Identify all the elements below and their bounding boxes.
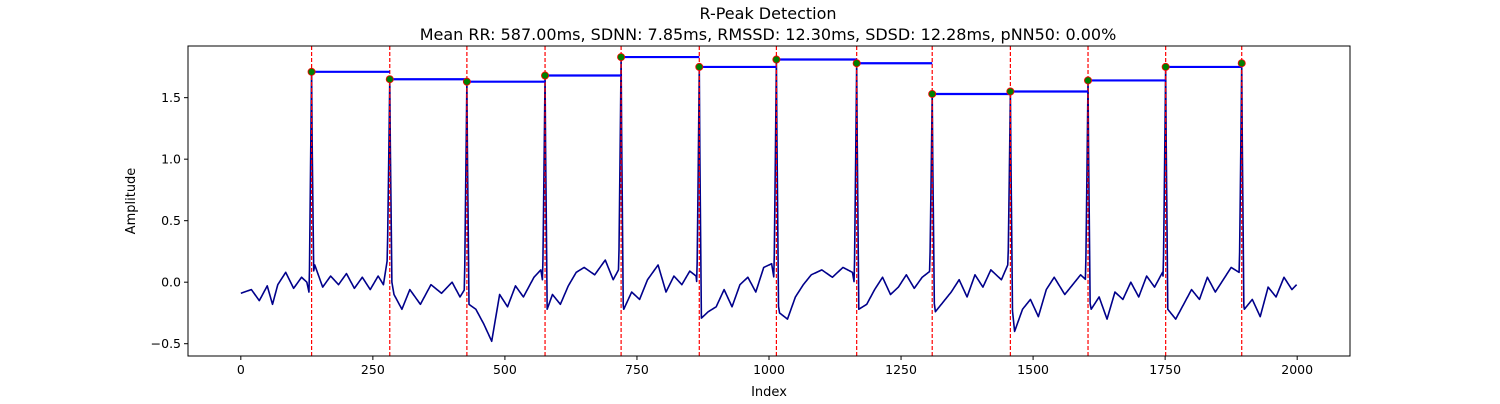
y-tick-label-0: 0.0 — [161, 275, 181, 290]
x-tick-label-1250: 1250 — [885, 362, 917, 377]
r-peak-marker-0 — [307, 67, 316, 76]
plot-frame — [187, 45, 1351, 357]
x-tick-label-1750: 1750 — [1149, 362, 1181, 377]
x-tick-label-750: 750 — [625, 362, 649, 377]
r-peak-marker-5 — [695, 62, 704, 71]
r-peak-marker-4 — [617, 53, 626, 62]
r-peak-marker-11 — [1161, 62, 1170, 71]
ecg-signal-line — [240, 56, 1298, 343]
y-axis: −0.5 0.0 0.5 1.0 1.5 — [151, 90, 188, 351]
x-axis-label: Index — [751, 385, 787, 400]
r-peak-marker-2 — [462, 77, 471, 86]
y-tick-label-1.5: 1.5 — [161, 90, 181, 105]
chart-title: R-Peak Detection — [699, 4, 836, 23]
r-peak-marker-10 — [1084, 76, 1093, 85]
r-peak-marker-9 — [1006, 87, 1015, 96]
chart-subtitle: Mean RR: 587.00ms, SDNN: 7.85ms, RMSSD: … — [420, 25, 1117, 44]
r-peak-marker-7 — [852, 59, 861, 68]
x-axis: 0 250 500 750 1000 1250 1500 1750 2000 — [237, 356, 1313, 377]
x-tick-label-500: 500 — [493, 362, 517, 377]
x-tick-label-0: 0 — [237, 362, 245, 377]
x-tick-label-1000: 1000 — [753, 362, 785, 377]
y-tick-label-0.5: 0.5 — [161, 213, 181, 228]
x-tick-label-1500: 1500 — [1017, 362, 1049, 377]
x-tick-label-250: 250 — [361, 362, 385, 377]
r-peak-marker-1 — [385, 75, 394, 84]
r-peak-marker-6 — [772, 55, 781, 64]
plot-area — [240, 46, 1298, 356]
x-tick-label-2000: 2000 — [1281, 362, 1313, 377]
r-peak-marker-12 — [1237, 59, 1246, 68]
y-tick-label--0.5: −0.5 — [151, 336, 181, 351]
y-tick-label-1: 1.0 — [161, 152, 181, 167]
r-peak-marker-3 — [541, 71, 550, 80]
r-peak-marker-8 — [928, 89, 937, 98]
y-axis-label: Amplitude — [124, 168, 139, 235]
